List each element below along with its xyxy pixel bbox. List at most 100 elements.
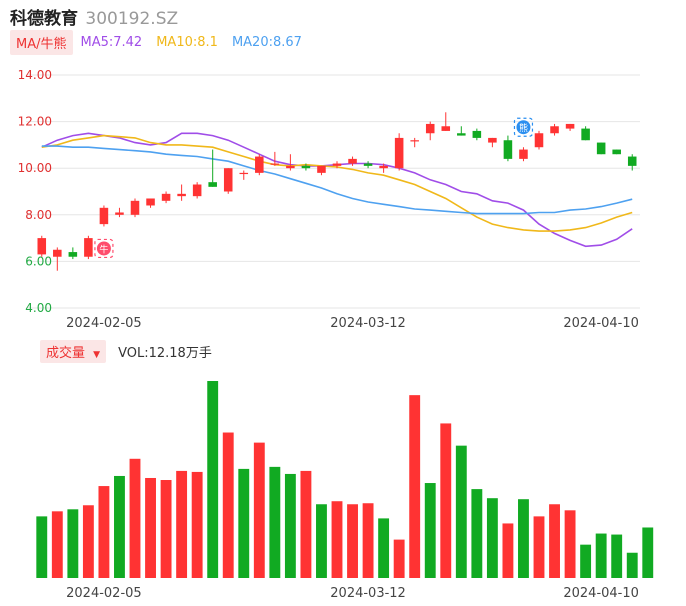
ma20-line <box>41 145 633 215</box>
candle-body <box>317 165 326 173</box>
stock-name: 科德教育 <box>10 9 78 29</box>
volume-x-tick-label: 2024-04-10 <box>563 586 639 601</box>
bull-icon-frame <box>94 238 114 259</box>
candle-body <box>363 163 373 166</box>
volume-bar <box>424 483 436 578</box>
volume-bar <box>145 477 156 578</box>
volume-bar <box>331 501 343 578</box>
candle-body <box>612 149 621 155</box>
candle-body <box>84 238 93 257</box>
volume-bar <box>486 498 498 578</box>
volume-bar <box>502 523 514 578</box>
volume-bar <box>378 518 390 578</box>
candle-body <box>301 165 311 169</box>
volume-value: VOL:12.18万手 <box>118 345 212 361</box>
ma10-label: MA10:8.1 <box>156 34 218 50</box>
volume-bar <box>440 423 452 578</box>
volume-bar <box>253 442 265 578</box>
volume-bar <box>316 504 327 578</box>
price-tick-label: 14.00 <box>18 68 52 82</box>
candle-body <box>286 165 295 169</box>
volume-bar <box>533 516 545 578</box>
candle-body <box>223 168 233 192</box>
caret-down-icon: ▼ <box>93 349 101 360</box>
volume-bar <box>284 473 296 578</box>
price-tick-label: 12.00 <box>18 115 52 129</box>
volume-bar <box>36 516 48 578</box>
volume-bar <box>455 445 467 578</box>
candle-body <box>550 126 559 134</box>
candle-body <box>348 158 357 164</box>
candle-body <box>472 130 482 138</box>
candle-body <box>488 137 497 143</box>
candle-body <box>177 193 186 197</box>
volume-bar <box>564 510 576 578</box>
candle-body <box>394 137 404 169</box>
ma20-label: MA20:8.67 <box>231 34 302 50</box>
volume-bar <box>191 471 203 578</box>
price-tick-label: 10.00 <box>18 161 52 175</box>
volume-bar <box>51 511 63 578</box>
volume-bar <box>626 552 638 578</box>
volume-bar <box>409 395 421 578</box>
volume-bar <box>347 504 358 578</box>
volume-bar <box>611 534 623 578</box>
candle-body <box>425 123 435 134</box>
volume-bar <box>129 458 141 578</box>
volume-bar <box>595 533 607 578</box>
bear-icon <box>516 120 531 135</box>
volume-bar <box>82 505 94 578</box>
candle-body <box>37 238 47 255</box>
candle-body <box>410 140 419 142</box>
bear-icon-label: 熊 <box>519 122 528 134</box>
candle-body <box>146 198 155 206</box>
candle-body <box>565 123 575 129</box>
candle-body <box>161 193 171 201</box>
volume-legend: 成交量 ▼ VOL:12.18万手 <box>40 339 212 363</box>
candle-body <box>519 149 528 159</box>
volume-bar <box>471 489 483 578</box>
stock-code: 300192.SZ <box>85 9 179 29</box>
candle-body <box>441 126 451 131</box>
volume-bar <box>362 503 374 578</box>
volume-bar <box>176 470 188 578</box>
ma-indicator-tab[interactable]: MA/牛熊 <box>10 29 73 55</box>
candle-body <box>115 212 124 215</box>
volume-bar <box>98 486 110 578</box>
price-x-tick-label: 2024-02-05 <box>66 316 142 331</box>
volume-bar <box>300 470 312 578</box>
price-tick-label: 4.00 <box>25 301 52 315</box>
candle-body <box>270 163 280 165</box>
volume-bar <box>207 381 219 578</box>
bull-icon-label: 牛 <box>99 243 108 255</box>
volume-indicator-label: 成交量 <box>46 345 86 361</box>
candle-body <box>627 156 637 166</box>
bear-icon-frame <box>513 117 534 137</box>
volume-bar <box>238 468 250 578</box>
bull-icon <box>96 241 111 256</box>
volume-bar <box>222 432 234 578</box>
candle-body <box>53 249 62 257</box>
candle-body <box>457 133 466 136</box>
candle-body <box>208 182 217 187</box>
price-x-tick-label: 2024-04-10 <box>563 316 639 331</box>
price-tick-label: 8.00 <box>25 208 52 222</box>
volume-indicator-dropdown[interactable]: 成交量 ▼ <box>40 339 107 363</box>
volume-bar <box>518 499 529 578</box>
volume-bar <box>269 466 281 578</box>
volume-bar <box>114 475 125 578</box>
volume-x-tick-label: 2024-03-12 <box>330 586 406 601</box>
candle-body <box>68 252 78 257</box>
candle-body <box>192 184 202 197</box>
volume-bar <box>549 504 560 578</box>
candle-body <box>379 165 388 169</box>
volume-x-tick-label: 2024-02-05 <box>66 586 142 601</box>
price-x-tick-label: 2024-03-12 <box>330 316 406 331</box>
candle-body <box>332 163 342 166</box>
ma-legend: MA/牛熊 MA5:7.42 MA10:8.1 MA20:8.67 <box>10 29 316 55</box>
candle-body <box>239 172 249 175</box>
volume-bar <box>160 480 172 578</box>
price-tick-label: 6.00 <box>25 254 52 268</box>
volume-bar <box>642 527 654 578</box>
